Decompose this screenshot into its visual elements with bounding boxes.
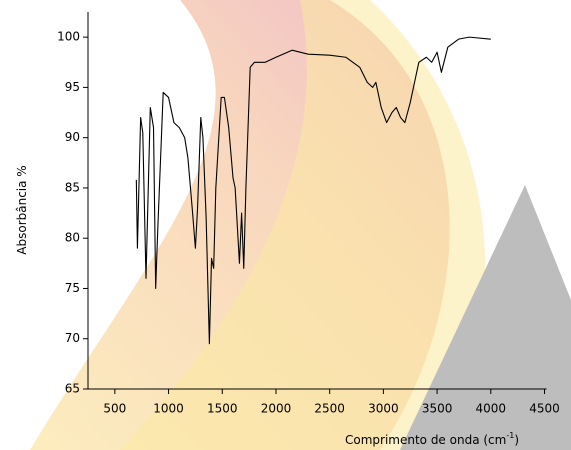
x-label-suffix: ) [514,433,519,447]
x-tick-label: 3000 [368,402,399,416]
x-label-text: Comprimento de onda (cm [345,433,506,447]
y-tick-label: 70 [65,331,80,345]
x-tick-label: 4000 [476,402,507,416]
x-tick-label: 2000 [261,402,292,416]
x-axis-label: Comprimento de onda (cm-1) [345,431,519,447]
x-tick-label: 2500 [314,402,345,416]
y-tick-label: 65 [65,382,80,396]
x-label-superscript: -1 [506,431,514,440]
x-tick-label: 1500 [207,402,238,416]
y-tick-label: 80 [65,231,80,245]
x-tick-label: 1000 [153,402,184,416]
y-tick-label: 95 [65,80,80,94]
y-tick-label: 85 [65,180,80,194]
y-tick-label: 75 [65,281,80,295]
x-tick-label: 500 [103,402,126,416]
x-tick-label: 3500 [422,402,453,416]
y-tick-label: 90 [65,130,80,144]
y-axis-label: Absorbância % [15,165,29,254]
axes: 65 70 75 80 85 90 95 100 500 1000 1500 2000 2500 3000… [57,12,560,416]
y-tick-label: 100 [57,30,80,44]
background-decoration [30,0,571,450]
x-tick-label: 4500 [529,402,560,416]
spectrum-line [135,36,491,345]
